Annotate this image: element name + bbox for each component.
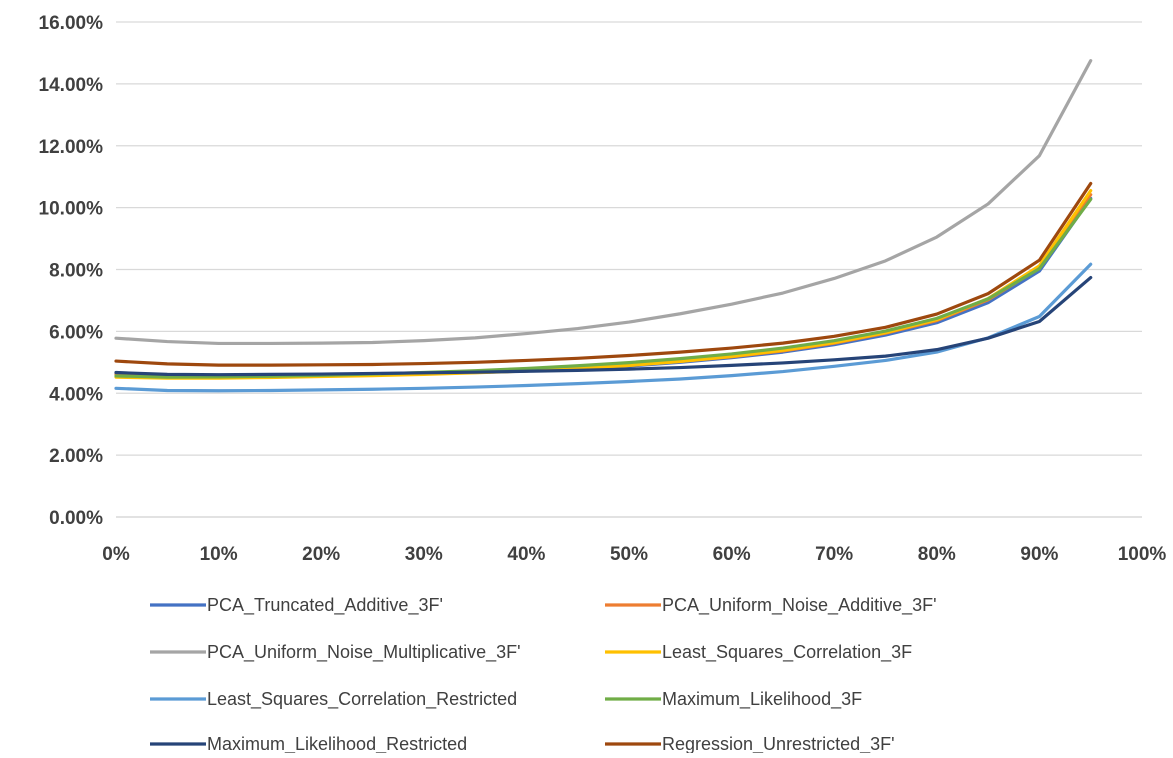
series-line-7 [114,181,1093,367]
legend-label: PCA_Truncated_Additive_3F' [207,595,443,616]
legend-label: PCA_Uniform_Noise_Additive_3F' [662,595,937,616]
y-tick-label: 2.00% [49,446,103,467]
y-tick-label: 4.00% [49,384,103,405]
y-tick-label: 16.00% [39,13,104,34]
y-tick-label: 14.00% [39,75,104,96]
series-line-6 [114,275,1093,377]
x-tick-label: 30% [405,544,443,565]
x-tick-label: 60% [713,544,751,565]
series-line-4 [114,262,1093,393]
axes: 0.00% 2.00% 4.00% 6.00% 8.00% 10.00% 12.00% 14.… [39,13,1167,565]
y-tick-label: 8.00% [49,261,103,282]
x-tick-label: 0% [102,544,130,565]
legend-label: PCA_Uniform_Noise_Multiplicative_3F' [207,642,521,663]
x-tick-label: 50% [610,544,648,565]
legend-label: Maximum_Likelihood_3F [662,689,862,710]
y-tick-label: 12.00% [39,137,104,158]
y-tick-label: 6.00% [49,322,103,343]
gridlines [116,21,1142,456]
series-line-2 [114,59,1093,346]
legend-label: Least_Squares_Correlation_3F [662,642,912,663]
x-tick-label: 40% [507,544,545,565]
y-tick-label: 10.00% [39,199,104,220]
x-tick-label: 80% [918,544,956,565]
legend-label: Regression_Unrestricted_3F' [662,734,895,753]
legend: PCA_Truncated_Additive_3F' PCA_Uniform_No… [150,595,937,755]
y-tick-label: 0.00% [49,508,103,529]
legend-label: Least_Squares_Correlation_Restricted [207,689,517,710]
x-tick-label: 90% [1020,544,1058,565]
x-tick-label: 10% [200,544,238,565]
x-tick-label: 70% [815,544,853,565]
series-line-5 [114,197,1093,379]
x-tick-label: 20% [302,544,340,565]
series-lines [114,59,1093,393]
x-tick-label: 100% [1118,544,1167,565]
legend-label: Maximum_Likelihood_Restricted [207,734,467,753]
